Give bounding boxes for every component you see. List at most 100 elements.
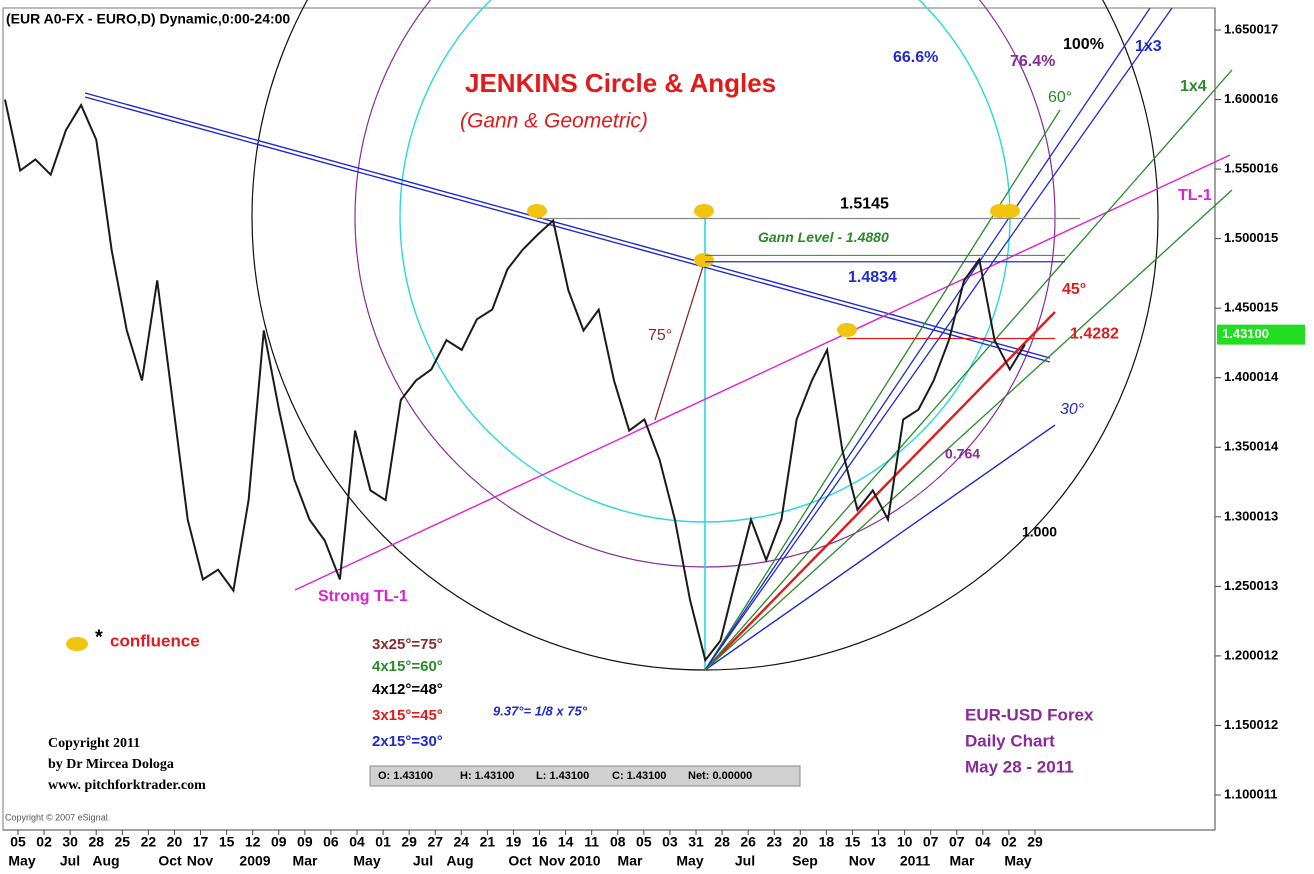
angle-60 — [704, 109, 1061, 671]
annotation: * — [95, 626, 103, 648]
x-period-label: Nov — [539, 853, 566, 869]
x-period-label: Nov — [849, 853, 876, 869]
annotation: Copyright 2011 — [48, 736, 140, 751]
angle-green — [704, 189, 1233, 671]
x-period-label: 2009 — [239, 853, 270, 869]
x-period-label: May — [353, 853, 380, 869]
annotation: Strong TL-1 — [318, 588, 408, 605]
level-label: 1.5145 — [840, 196, 889, 213]
y-tick-label: 1.400014 — [1224, 369, 1279, 384]
ohlc-bar — [369, 765, 801, 787]
last-price-label: 1.43100 — [1222, 326, 1269, 341]
annotation: 76.4% — [1010, 53, 1055, 70]
x-period-label: Jul — [413, 853, 433, 869]
annotation: 60° — [1048, 89, 1072, 106]
annotation: 1x4 — [1180, 78, 1207, 95]
x-day-label: 17 — [193, 834, 209, 850]
x-day-label: 27 — [427, 834, 443, 850]
tl-1 — [294, 154, 1231, 591]
x-period-label: May — [8, 853, 35, 869]
x-period-label: 2011 — [900, 853, 931, 869]
plot-area — [2, 7, 1216, 831]
level-label: 1.4282 — [1070, 326, 1119, 343]
annotation: 1x3 — [1135, 38, 1162, 55]
last-price-box — [1217, 324, 1305, 345]
annotation: 0.764 — [945, 446, 980, 462]
annotation: TL-1 — [1178, 187, 1212, 204]
annotation: Daily Chart — [965, 731, 1055, 750]
x-day-label: 02 — [36, 834, 52, 850]
confluence-dot — [694, 204, 714, 218]
ohlc-item: Net: 0.00000 — [688, 770, 752, 782]
y-tick-label: 1.600016 — [1224, 91, 1278, 106]
x-day-label: 10 — [897, 834, 913, 850]
ohlc-item: L: 1.43100 — [536, 770, 589, 782]
x-day-label: 01 — [375, 834, 391, 850]
annotation: 4x12°=48° — [372, 681, 443, 698]
x-day-label: 05 — [636, 834, 652, 850]
x-day-label: 19 — [506, 834, 522, 850]
x-day-label: 29 — [1027, 834, 1043, 850]
x-period-label: Mar — [950, 853, 975, 869]
angle-30 — [704, 424, 1056, 671]
angle-45 — [704, 311, 1056, 671]
x-period-label: Aug — [92, 853, 119, 869]
x-day-label: 23 — [766, 834, 782, 850]
y-tick-label: 1.300013 — [1224, 508, 1278, 523]
x-day-label: 30 — [62, 834, 78, 850]
x-period-label: Jul — [735, 853, 755, 869]
x-day-label: 28 — [88, 834, 104, 850]
x-period-label: Oct — [158, 853, 182, 869]
x-day-label: 24 — [454, 834, 470, 850]
y-tick-label: 1.100011 — [1224, 786, 1278, 801]
x-day-label: 06 — [323, 834, 339, 850]
annotation: 30° — [1060, 401, 1085, 418]
annotation: JENKINS Circle & Angles — [465, 68, 776, 98]
y-tick-label: 1.500015 — [1224, 230, 1278, 245]
annotation: May 28 - 2011 — [965, 757, 1074, 776]
y-tick-label: 1.550016 — [1224, 161, 1278, 176]
x-day-label: 11 — [584, 834, 599, 850]
confluence-dot — [837, 323, 857, 337]
x-period-label: Jul — [60, 853, 80, 869]
x-day-label: 29 — [401, 834, 417, 850]
annotation: 75° — [648, 327, 672, 344]
annotation: 2x15°=30° — [372, 733, 443, 750]
x-period-label: Sep — [792, 853, 818, 869]
ohlc-item: C: 1.43100 — [612, 770, 666, 782]
y-tick-label: 1.650017 — [1224, 21, 1278, 36]
annotation: 3x25°=75° — [372, 636, 443, 653]
annotation: www. pitchforktrader.com — [48, 778, 206, 793]
x-period-label: Mar — [618, 853, 643, 869]
y-tick-label: 1.150012 — [1224, 717, 1278, 732]
x-period-label: May — [1004, 853, 1031, 869]
x-day-label: 08 — [610, 834, 626, 850]
trendline — [84, 96, 1051, 363]
annotation: (Gann & Geometric) — [460, 110, 648, 133]
header: (EUR A0-FX - EURO,D) Dynamic,0:00-24:00 — [6, 11, 290, 27]
x-day-label: 16 — [532, 834, 548, 850]
x-day-label: 07 — [923, 834, 939, 850]
annotation: confluence — [110, 631, 200, 650]
x-period-label: Nov — [187, 853, 214, 869]
annotation: 66.6% — [893, 49, 938, 66]
confluence-dot — [1000, 204, 1020, 218]
x-period-label: 2010 — [569, 853, 600, 869]
x-day-label: 20 — [167, 834, 183, 850]
x-day-label: 31 — [688, 834, 704, 850]
angle-1x4 — [704, 69, 1233, 671]
x-day-label: 18 — [819, 834, 835, 850]
x-day-label: 03 — [662, 834, 678, 850]
x-day-label: 09 — [271, 834, 287, 850]
annotation: by Dr Mircea Dologa — [48, 757, 174, 772]
x-day-label: 15 — [219, 834, 235, 850]
x-period-label: Mar — [293, 853, 318, 869]
confluence-dot — [694, 253, 714, 267]
x-day-label: 28 — [714, 834, 730, 850]
x-day-label: 25 — [115, 834, 131, 850]
x-day-label: 15 — [845, 834, 861, 850]
x-day-label: 12 — [245, 834, 261, 850]
y-tick-label: 1.450015 — [1224, 300, 1278, 315]
x-period-label: May — [676, 853, 703, 869]
